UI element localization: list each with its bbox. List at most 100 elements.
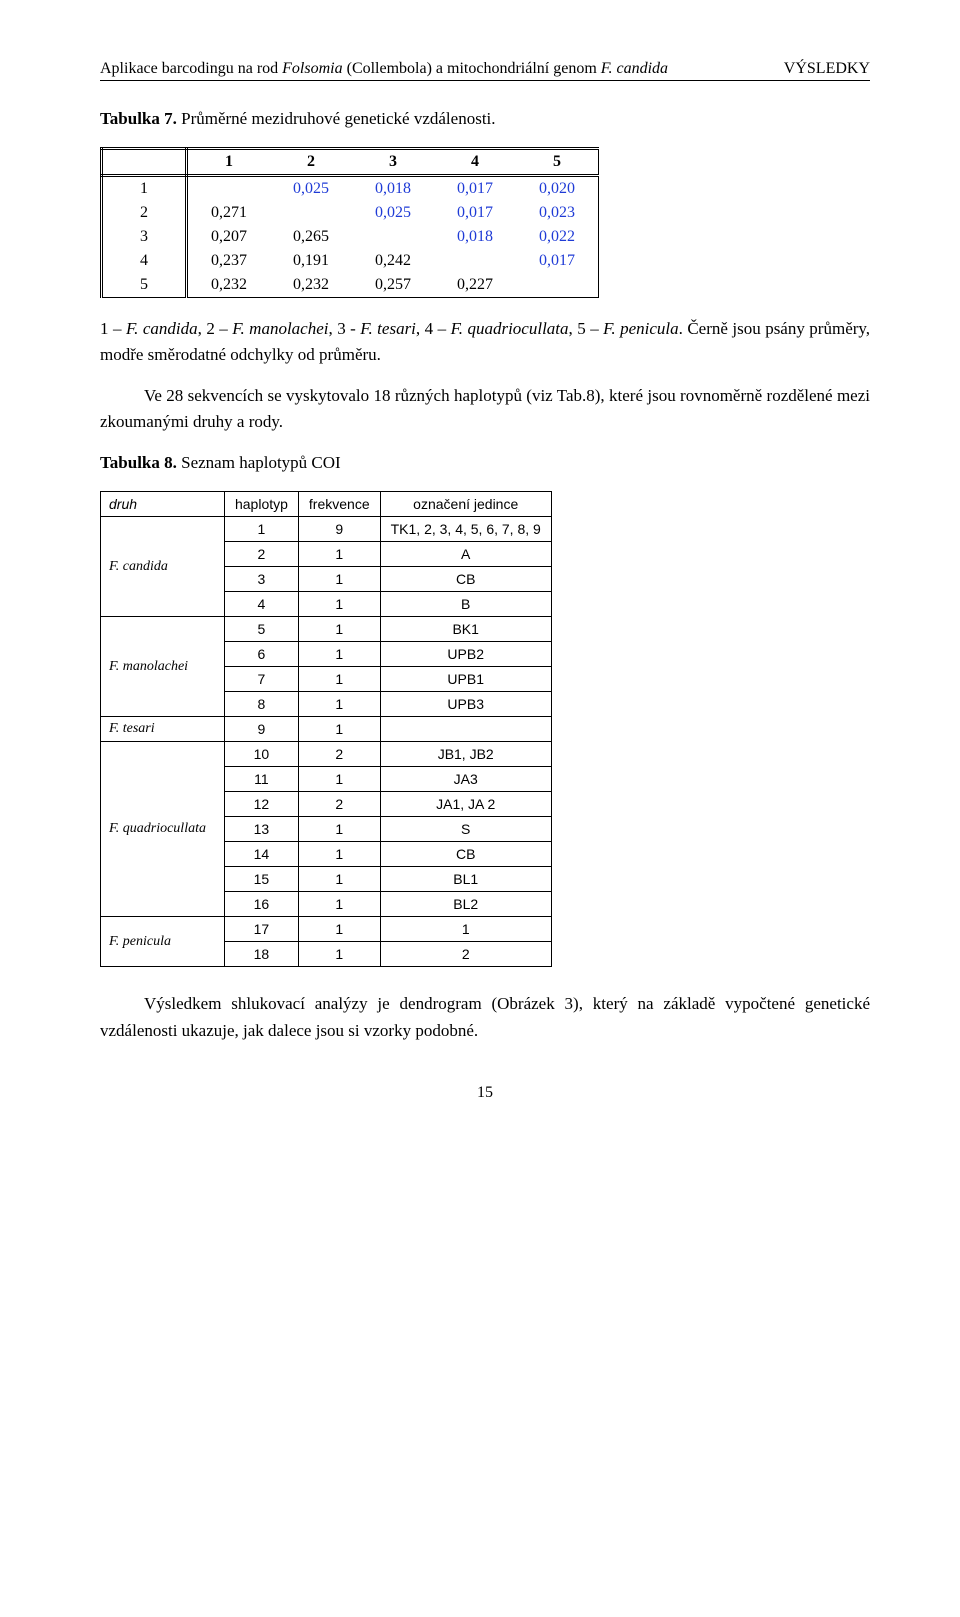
table8-label-cell: CB <box>380 567 551 592</box>
table-row: F. candida19TK1, 2, 3, 4, 5, 6, 7, 8, 9 <box>101 517 552 542</box>
table8-label-cell <box>380 717 551 742</box>
table7-cell: 0,237 <box>187 249 271 273</box>
table7-cell: 0,265 <box>270 225 352 249</box>
table8-haplotype-cell: 9 <box>224 717 298 742</box>
legend-species: F. penicula <box>603 319 678 338</box>
table7-row-header: 3 <box>102 225 187 249</box>
table7-cell: 0,232 <box>187 273 271 298</box>
table8-frequency-cell: 1 <box>298 592 380 617</box>
table7-title-prefix: Tabulka 7. <box>100 109 177 128</box>
table7-head: 12345 <box>102 149 599 176</box>
page-number: 15 <box>100 1084 870 1102</box>
paragraph-1: Ve 28 sekvencích se vyskytovalo 18 různý… <box>100 383 870 436</box>
table8-frequency-cell: 1 <box>298 667 380 692</box>
table8-col-header: druh <box>101 492 225 517</box>
table7-cell: 0,018 <box>434 225 516 249</box>
legend-species: F. quadriocullata <box>451 319 569 338</box>
table7-cell: 0,025 <box>270 176 352 202</box>
table8-frequency-cell: 1 <box>298 542 380 567</box>
table8-label-cell: TK1, 2, 3, 4, 5, 6, 7, 8, 9 <box>380 517 551 542</box>
table7: 12345 10,0250,0180,0170,02020,2710,0250,… <box>100 147 599 298</box>
table8-frequency-cell: 1 <box>298 867 380 892</box>
table8-haplotype-cell: 1 <box>224 517 298 542</box>
table7-cell: 0,017 <box>434 176 516 202</box>
table8-haplotype-cell: 4 <box>224 592 298 617</box>
paragraph-2: Výsledkem shlukovací analýzy je dendrogr… <box>100 991 870 1044</box>
header-right: VÝSLEDKY <box>784 60 870 78</box>
table8-col-header: frekvence <box>298 492 380 517</box>
legend-text: , 3 - <box>328 319 360 338</box>
table8-label-cell: B <box>380 592 551 617</box>
table8-haplotype-cell: 11 <box>224 767 298 792</box>
table7-row-header: 4 <box>102 249 187 273</box>
table8-frequency-cell: 1 <box>298 642 380 667</box>
page: Aplikace barcodingu na rod Folsomia (Col… <box>0 0 960 1162</box>
legend-species: F. manolachei <box>232 319 328 338</box>
table8-col-header: označení jedince <box>380 492 551 517</box>
table7-cell: 0,017 <box>516 249 599 273</box>
table7-cell: 0,271 <box>187 201 271 225</box>
table8: druhhaplotypfrekvenceoznačení jedince F.… <box>100 491 552 967</box>
table8-frequency-cell: 1 <box>298 942 380 967</box>
table8-label-cell: JB1, JB2 <box>380 742 551 767</box>
table7-col-header: 1 <box>187 149 271 176</box>
table8-haplotype-cell: 10 <box>224 742 298 767</box>
legend-text: , 4 – <box>416 319 451 338</box>
table7-cell: 0,018 <box>352 176 434 202</box>
table7-row-header: 5 <box>102 273 187 298</box>
table7-corner <box>102 149 187 176</box>
table7-row-header: 1 <box>102 176 187 202</box>
table7-cell <box>516 273 599 298</box>
table8-label-cell: 2 <box>380 942 551 967</box>
table8-title-rest: Seznam haplotypů COI <box>177 453 341 472</box>
table8-species-cell: F. tesari <box>101 717 225 742</box>
table8-label-cell: BK1 <box>380 617 551 642</box>
table8-species-cell: F. candida <box>101 517 225 617</box>
table7-cell: 0,025 <box>352 201 434 225</box>
table7-cell: 0,227 <box>434 273 516 298</box>
table7-body: 10,0250,0180,0170,02020,2710,0250,0170,0… <box>102 176 599 298</box>
table8-haplotype-cell: 17 <box>224 917 298 942</box>
table8-haplotype-cell: 15 <box>224 867 298 892</box>
table8-haplotype-cell: 2 <box>224 542 298 567</box>
table8-label-cell: UPB3 <box>380 692 551 717</box>
table8-label-cell: A <box>380 542 551 567</box>
table8-body: F. candida19TK1, 2, 3, 4, 5, 6, 7, 8, 92… <box>101 517 552 967</box>
table8-species-cell: F. manolachei <box>101 617 225 717</box>
table7-cell: 0,191 <box>270 249 352 273</box>
table7-cell <box>187 176 271 202</box>
table8-haplotype-cell: 5 <box>224 617 298 642</box>
table8-frequency-cell: 2 <box>298 792 380 817</box>
header-left: Aplikace barcodingu na rod Folsomia (Col… <box>100 60 668 78</box>
table8-haplotype-cell: 14 <box>224 842 298 867</box>
table7-legend: 1 – F. candida, 2 – F. manolachei, 3 - F… <box>100 316 870 369</box>
table8-frequency-cell: 1 <box>298 817 380 842</box>
table8-haplotype-cell: 13 <box>224 817 298 842</box>
table7-cell: 0,023 <box>516 201 599 225</box>
table7-title-rest: Průměrné mezidruhové genetické vzdálenos… <box>177 109 496 128</box>
table8-label-cell: UPB1 <box>380 667 551 692</box>
table-row: F. manolachei51BK1 <box>101 617 552 642</box>
table8-title: Tabulka 8. Seznam haplotypů COI <box>100 453 870 473</box>
legend-text: , 5 – <box>569 319 604 338</box>
table8-haplotype-cell: 3 <box>224 567 298 592</box>
table8-head: druhhaplotypfrekvenceoznačení jedince <box>101 492 552 517</box>
table8-haplotype-cell: 8 <box>224 692 298 717</box>
table8-label-cell: BL2 <box>380 892 551 917</box>
table8-frequency-cell: 1 <box>298 917 380 942</box>
table7-cell <box>434 249 516 273</box>
table8-haplotype-cell: 16 <box>224 892 298 917</box>
header-text: (Collembola) a mitochondriální genom <box>343 60 601 77</box>
table7-col-header: 5 <box>516 149 599 176</box>
table7-cell <box>352 225 434 249</box>
legend-text: 1 – <box>100 319 126 338</box>
table7-cell: 0,207 <box>187 225 271 249</box>
table7-cell: 0,242 <box>352 249 434 273</box>
table8-label-cell: 1 <box>380 917 551 942</box>
table8-label-cell: JA1, JA 2 <box>380 792 551 817</box>
table8-frequency-cell: 1 <box>298 767 380 792</box>
table8-haplotype-cell: 6 <box>224 642 298 667</box>
table7-col-header: 2 <box>270 149 352 176</box>
header-rule <box>100 80 870 81</box>
table8-label-cell: JA3 <box>380 767 551 792</box>
